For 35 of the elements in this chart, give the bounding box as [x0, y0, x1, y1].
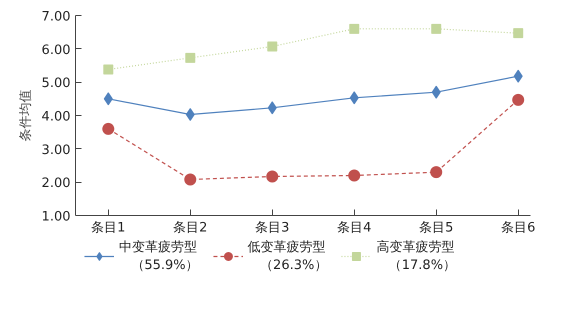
- legend-label: 中变革疲劳型（55.9%）: [118, 239, 199, 274]
- legend-label: 低变革疲劳型（26.3%）: [248, 239, 328, 274]
- point: [431, 24, 442, 34]
- x-tick-label: 条目1: [91, 220, 126, 236]
- y-axis-title: 条件均值: [18, 90, 34, 142]
- legend-label: 高变革疲劳型（17.8%）: [376, 239, 456, 274]
- x-tick-label: 条目4: [337, 220, 372, 236]
- point: [267, 42, 278, 52]
- y-tick-label: 4.00: [42, 110, 71, 124]
- point: [349, 24, 360, 34]
- point: [184, 174, 196, 186]
- point: [430, 166, 442, 178]
- point: [514, 70, 523, 83]
- point: [104, 92, 113, 106]
- point: [102, 122, 114, 135]
- y-tick-label: 7.00: [42, 10, 71, 24]
- point: [268, 101, 277, 114]
- x-tick-label: 条目6: [501, 220, 536, 236]
- point: [512, 94, 524, 106]
- point: [103, 64, 114, 74]
- point: [266, 170, 278, 182]
- point: [513, 28, 524, 38]
- x-tick-label: 条目3: [255, 220, 290, 236]
- x-tick-label: 条目5: [419, 220, 454, 236]
- y-tick-label: 6.00: [42, 42, 71, 58]
- y-tick-label: 1.00: [42, 210, 71, 224]
- y-tick-label: 2.00: [42, 176, 71, 192]
- point: [350, 91, 359, 104]
- x-tick-label: 条目2: [173, 220, 208, 236]
- point: [186, 108, 195, 121]
- point: [185, 52, 196, 63]
- y-tick-label: 3.00: [42, 142, 71, 158]
- point: [348, 170, 360, 182]
- y-tick-label: 5.00: [42, 76, 71, 92]
- point: [432, 86, 441, 99]
